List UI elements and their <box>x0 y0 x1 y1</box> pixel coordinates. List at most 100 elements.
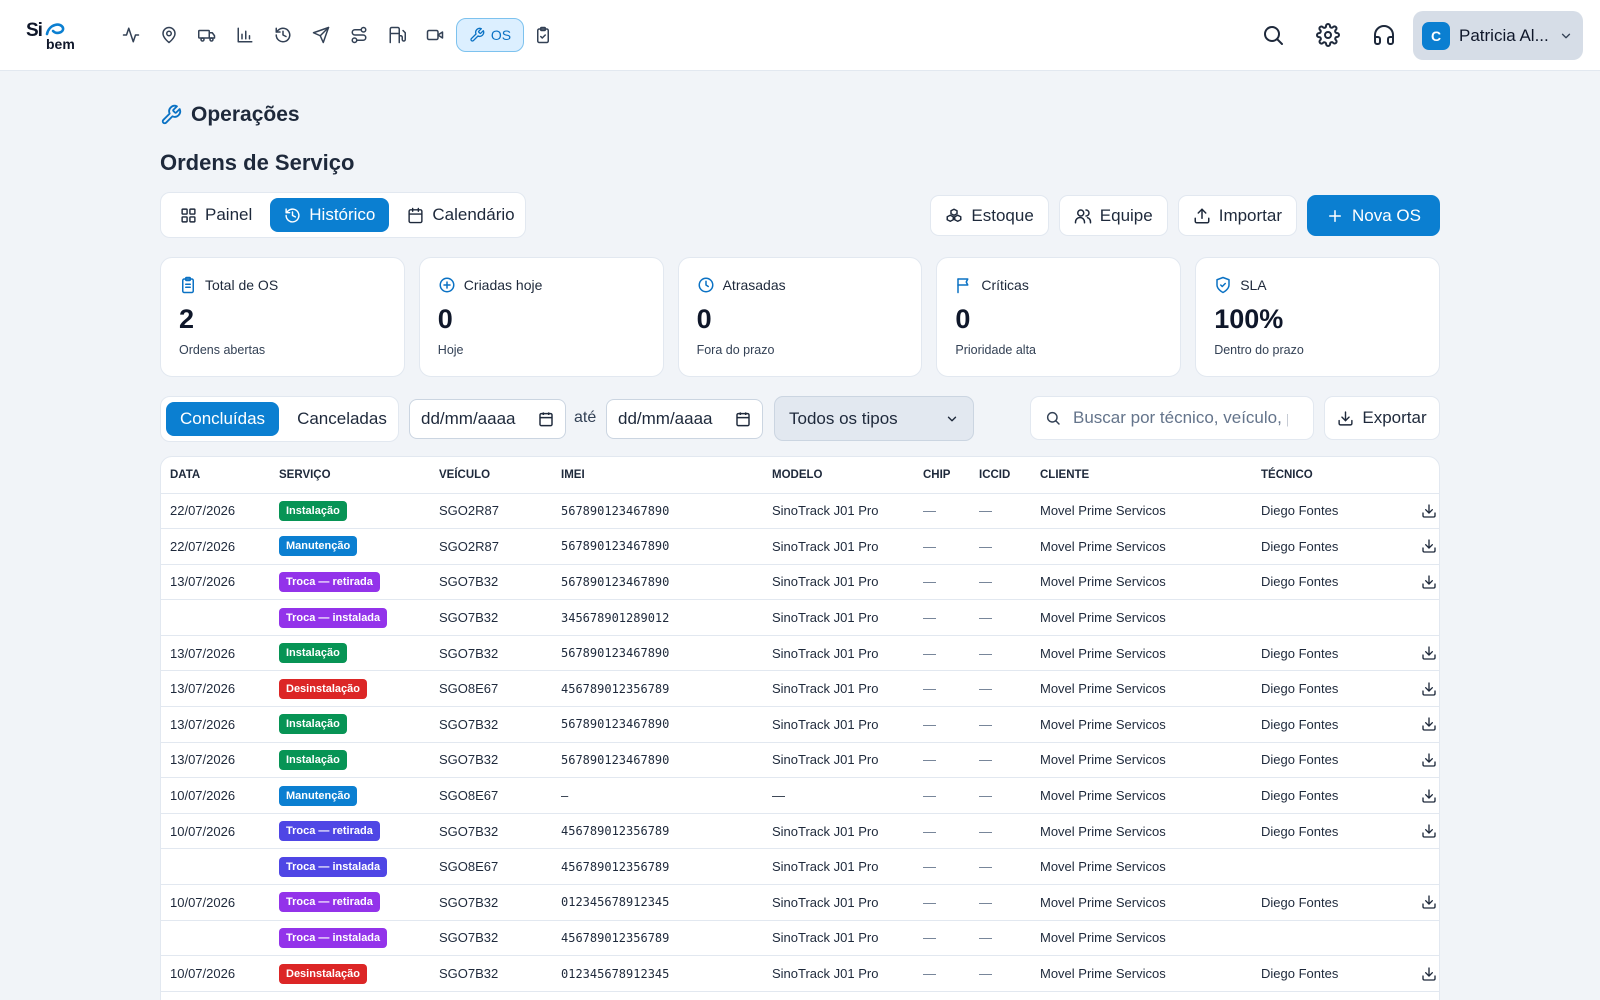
column-header[interactable]: VEÍCULO <box>430 457 552 494</box>
truck-icon[interactable] <box>188 18 226 52</box>
download-icon[interactable] <box>1421 645 1437 661</box>
column-header[interactable]: TÉCNICO <box>1252 457 1404 494</box>
cell-model: SinoTrack J01 Pro <box>763 564 914 601</box>
plus-circle-icon <box>439 277 455 293</box>
table-row[interactable]: 10/07/2026 Manutenção SGO8E67— — — — Movel Pri… <box>161 777 1439 814</box>
app-logo[interactable]: Si bem <box>26 20 80 52</box>
table-row[interactable]: 13/07/2026 Instalação SGO7B32 5678901234678… <box>161 635 1439 672</box>
table-row[interactable]: 13/07/2026 Instalação SGO7B32 5678901234678… <box>161 706 1439 743</box>
tab-concluidas[interactable]: Concluídas <box>166 402 280 436</box>
download-icon[interactable] <box>1421 681 1437 697</box>
download-icon[interactable] <box>1421 894 1437 910</box>
send-icon[interactable] <box>302 18 340 52</box>
column-header[interactable]: IMEI <box>552 457 763 494</box>
cell-vehicle: SGO8E67 <box>430 848 552 886</box>
download-icon[interactable] <box>1421 503 1437 519</box>
column-header[interactable]: SERVIÇO <box>270 457 430 494</box>
video-icon[interactable] <box>416 18 454 52</box>
cell-actions <box>1404 528 1439 565</box>
column-header[interactable]: CLIENTE <box>1031 457 1252 494</box>
search-input[interactable] <box>1073 408 1288 428</box>
cell-client: Movel Prime Servicos <box>1031 848 1252 886</box>
gear-icon[interactable] <box>1316 23 1340 47</box>
column-header[interactable]: CHIP <box>914 457 970 494</box>
tab-painel[interactable]: Painel <box>166 198 266 232</box>
cell-chip: — <box>914 884 970 921</box>
cell-date: 10/07/2026 <box>161 884 270 921</box>
type-select[interactable]: Todos os tipos <box>774 396 974 441</box>
cell-vehicle: SGO7B32 <box>430 742 552 779</box>
service-badge: Troca — instalada <box>279 607 388 628</box>
route-icon[interactable] <box>340 18 378 52</box>
date-from-input[interactable]: dd/mm/aaaa <box>409 399 566 439</box>
table-row[interactable]: 10/07/2026 Desinstalação SGO7B32 0123456789… <box>161 955 1439 992</box>
column-header[interactable]: ICCID <box>970 457 1031 494</box>
table-row[interactable]: 10/07/2026 Troca — retirada SGO7B32 0123456… <box>161 884 1439 921</box>
cell-service: Troca — retirada <box>270 813 430 850</box>
equipe-button[interactable]: Equipe <box>1058 195 1168 236</box>
date-to-input[interactable]: dd/mm/aaaa <box>606 399 763 439</box>
download-icon[interactable] <box>1421 823 1437 839</box>
download-icon[interactable] <box>1421 966 1437 982</box>
cell-service: Troca — instalada <box>270 599 430 636</box>
cell-technician <box>1252 848 1404 886</box>
fuel-icon[interactable] <box>378 18 416 52</box>
download-icon[interactable] <box>1421 574 1437 590</box>
column-header[interactable]: MODELO <box>763 457 914 494</box>
cell-iccid: — <box>970 742 1031 779</box>
tab-calendario[interactable]: Calendário <box>393 198 528 232</box>
cell-service: Desinstalação <box>270 955 430 992</box>
table-row[interactable]: 13/07/2026 Desinstalação SGO8E67 4567890123… <box>161 670 1439 708</box>
cell-vehicle: SGO2R87 <box>430 528 552 565</box>
date-from-value: dd/mm/aaaa <box>421 409 516 428</box>
history-icon[interactable] <box>264 18 302 52</box>
table-row[interactable]: 10/07/2026 Troca — retirada SGO7B32 4567890… <box>161 813 1439 850</box>
cell-iccid: — <box>970 813 1031 850</box>
cell-technician <box>1252 991 1404 1000</box>
calendar-icon[interactable] <box>735 411 751 427</box>
cell-iccid: — <box>970 706 1031 743</box>
bar-chart-icon[interactable] <box>226 18 264 52</box>
cell-imei: 567890123467890 <box>552 493 763 530</box>
download-icon[interactable] <box>1421 716 1437 732</box>
download-icon[interactable] <box>1421 538 1437 554</box>
download-icon[interactable] <box>1421 752 1437 768</box>
cell-actions <box>1404 670 1439 708</box>
table-row[interactable]: 13/07/2026 Instalação SGO7B32 5678901234678… <box>161 742 1439 779</box>
tab-historico[interactable]: Histórico <box>270 198 390 232</box>
importar-button[interactable]: Importar <box>1177 195 1298 236</box>
estoque-button[interactable]: Estoque <box>930 195 1049 236</box>
nova-os-button[interactable]: Nova OS <box>1307 195 1440 236</box>
search-icon[interactable] <box>1261 23 1285 47</box>
column-header[interactable]: DATA <box>161 457 270 494</box>
user-menu[interactable]: C Patricia Al... <box>1413 11 1583 60</box>
cell-vehicle: SGO7B32 <box>430 564 552 601</box>
cell-chip <box>914 991 970 1000</box>
calendar-icon[interactable] <box>538 411 554 427</box>
importar-label: Importar <box>1218 205 1283 225</box>
stat-sub: Hoje <box>437 343 464 357</box>
map-pin-icon[interactable] <box>150 18 188 52</box>
table-row[interactable] <box>161 991 1439 1000</box>
tab-canceladas[interactable]: Canceladas <box>297 409 387 428</box>
cell-chip: — <box>914 599 970 636</box>
download-icon[interactable] <box>1421 788 1437 804</box>
cell-model: SinoTrack J01 Pro <box>763 706 914 743</box>
clipboard-check-icon[interactable] <box>524 18 562 52</box>
table-row[interactable]: Troca — instalada SGO7B32 345678901289012 S… <box>161 599 1439 636</box>
export-button[interactable]: Exportar <box>1324 396 1440 440</box>
stats-row: Total de OS 2 Ordens abertas Criadas hoj… <box>160 257 1440 377</box>
table-row[interactable]: Troca — instalada SGO7B32 456789012356789 S… <box>161 920 1439 957</box>
activity-icon[interactable] <box>112 18 150 52</box>
cell-vehicle: SGO8E67 <box>430 670 552 708</box>
search-icon <box>1046 411 1060 425</box>
cell-vehicle: SGO8E67 <box>430 777 552 814</box>
service-badge: Desinstalação <box>279 963 367 984</box>
table-row[interactable]: 22/07/2026 Manutenção SGO2R87 5678901234678… <box>161 528 1439 565</box>
headset-icon[interactable] <box>1372 23 1396 47</box>
cell-date <box>161 920 270 957</box>
table-row[interactable]: 22/07/2026 Instalação SGO2R87 5678901234678… <box>161 493 1439 530</box>
table-row[interactable]: 13/07/2026 Troca — retirada SGO7B32 5678901… <box>161 564 1439 601</box>
nav-os-button[interactable]: OS <box>456 18 524 52</box>
table-row[interactable]: Troca — instalada SGO8E67 456789012356789 S… <box>161 848 1439 886</box>
